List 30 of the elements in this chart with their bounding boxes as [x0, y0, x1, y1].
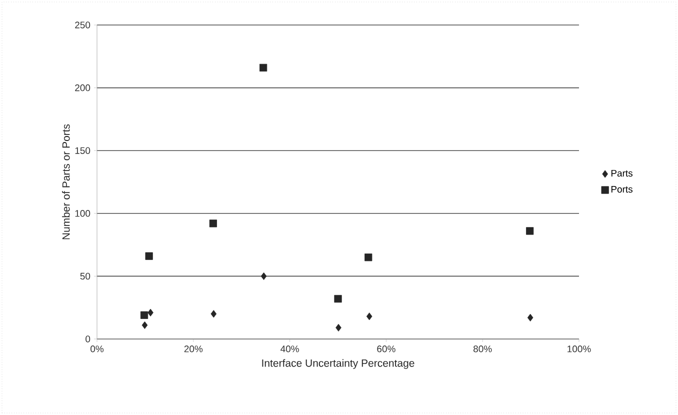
x-tick-label: 0%	[90, 346, 104, 352]
point	[142, 321, 148, 329]
point	[209, 220, 217, 228]
y-tick-label: 0	[86, 336, 90, 342]
point	[527, 314, 534, 322]
x-axis-title: Interface Uncertainty Percentage	[262, 359, 414, 369]
legend-label: Ports	[611, 186, 632, 193]
point	[366, 312, 372, 320]
y-tick-label: 250	[75, 22, 90, 28]
x-tick-label: 80%	[474, 346, 492, 352]
y-tick-label: 150	[75, 147, 90, 154]
point	[334, 294, 342, 303]
point	[148, 308, 154, 316]
point	[364, 254, 372, 262]
x-tick-label: 100%	[568, 346, 591, 352]
x-tick-label: 20%	[184, 346, 203, 352]
point	[526, 227, 534, 235]
legend-label: Parts	[611, 170, 632, 177]
point	[260, 272, 267, 280]
point	[145, 252, 153, 260]
y-tick-label: 50	[80, 272, 90, 280]
point	[336, 324, 342, 332]
point	[210, 310, 217, 318]
y-tick-label: 100	[75, 210, 90, 217]
point	[259, 64, 268, 72]
x-tick-label: 40%	[280, 346, 299, 352]
x-tick-label: 60%	[377, 346, 396, 352]
y-tick-label: 200	[75, 84, 90, 92]
y-axis-title: Number of Parts or Ports	[62, 124, 70, 240]
point	[140, 311, 148, 319]
